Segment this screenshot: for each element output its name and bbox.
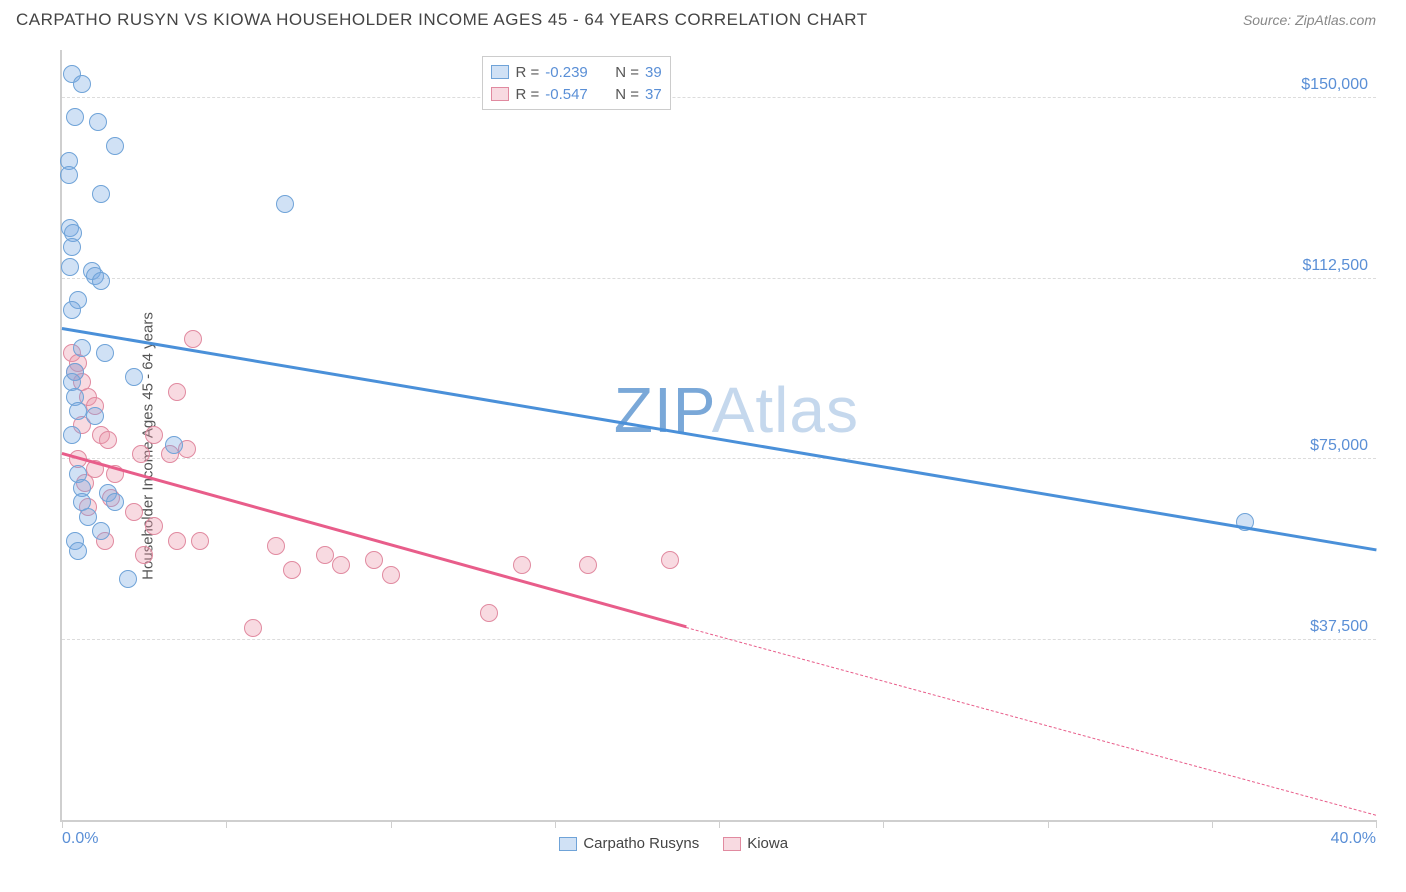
data-point-series1 (89, 113, 107, 131)
data-point-series1 (106, 493, 124, 511)
x-tick (555, 820, 556, 828)
x-tick (1212, 820, 1213, 828)
data-point-series2 (480, 604, 498, 622)
chart-title: CARPATHO RUSYN VS KIOWA HOUSEHOLDER INCO… (16, 10, 868, 30)
data-point-series1 (79, 508, 97, 526)
data-point-series1 (73, 75, 91, 93)
data-point-series1 (96, 344, 114, 362)
gridline (62, 97, 1376, 98)
data-point-series1 (86, 407, 104, 425)
y-tick-label: $37,500 (1310, 618, 1368, 636)
y-tick-label: $75,000 (1310, 437, 1368, 455)
x-end-label: 40.0% (1331, 830, 1376, 848)
r-value: -0.239 (545, 64, 601, 81)
data-point-series1 (165, 436, 183, 454)
r-value: -0.547 (545, 86, 601, 103)
data-point-series2 (513, 556, 531, 574)
data-point-series2 (661, 551, 679, 569)
data-point-series2 (145, 426, 163, 444)
data-point-series2 (168, 532, 186, 550)
chart-area: ZIPAtlas $37,500$75,000$112,500$150,0000… (60, 50, 1376, 822)
r-label: R = (515, 86, 539, 103)
x-tick (719, 820, 720, 828)
watermark-suffix: Atlas (712, 374, 859, 446)
x-tick (62, 820, 63, 828)
source-attribution: Source: ZipAtlas.com (1243, 12, 1376, 28)
data-point-series2 (125, 503, 143, 521)
data-point-series2 (365, 551, 383, 569)
data-point-series1 (69, 542, 87, 560)
swatch-icon (491, 65, 509, 79)
gridline (62, 458, 1376, 459)
data-point-series1 (276, 195, 294, 213)
data-point-series1 (92, 522, 110, 540)
data-point-series1 (63, 238, 81, 256)
trendline-series1 (62, 327, 1376, 551)
r-label: R = (515, 64, 539, 81)
data-point-series1 (92, 185, 110, 203)
x-tick (391, 820, 392, 828)
plot-region: ZIPAtlas $37,500$75,000$112,500$150,0000… (60, 50, 1376, 822)
trendline-series2 (62, 452, 687, 628)
data-point-series1 (66, 108, 84, 126)
data-point-series1 (60, 166, 78, 184)
x-start-label: 0.0% (62, 830, 98, 848)
x-tick (1048, 820, 1049, 828)
data-point-series2 (135, 546, 153, 564)
swatch-series2-icon (723, 837, 741, 851)
watermark: ZIPAtlas (614, 373, 859, 447)
data-point-series2 (99, 431, 117, 449)
gridline (62, 278, 1376, 279)
data-point-series1 (63, 301, 81, 319)
x-tick (226, 820, 227, 828)
data-point-series1 (106, 137, 124, 155)
data-point-series2 (191, 532, 209, 550)
legend-item-series1: Carpatho Rusyns (559, 835, 699, 852)
data-point-series1 (63, 426, 81, 444)
data-point-series2 (132, 445, 150, 463)
data-point-series1 (125, 368, 143, 386)
data-point-series2 (168, 383, 186, 401)
trendline-series2-extrapolated (686, 627, 1376, 816)
data-point-series2 (579, 556, 597, 574)
data-point-series1 (92, 272, 110, 290)
data-point-series1 (119, 570, 137, 588)
data-point-series2 (184, 330, 202, 348)
data-point-series2 (145, 517, 163, 535)
swatch-icon (491, 87, 509, 101)
legend-stats-box: R = -0.239 N = 39 R = -0.547 N = 37 (482, 56, 670, 110)
n-value: 39 (645, 64, 662, 81)
data-point-series2 (267, 537, 285, 555)
legend-label-series2: Kiowa (747, 835, 788, 852)
data-point-series2 (382, 566, 400, 584)
x-tick (1376, 820, 1377, 828)
data-point-series1 (73, 339, 91, 357)
data-point-series2 (244, 619, 262, 637)
data-point-series1 (61, 258, 79, 276)
y-tick-label: $112,500 (1302, 257, 1368, 275)
x-tick (883, 820, 884, 828)
n-value: 37 (645, 86, 662, 103)
data-point-series2 (283, 561, 301, 579)
gridline (62, 639, 1376, 640)
n-label: N = (615, 86, 639, 103)
legend-label-series1: Carpatho Rusyns (583, 835, 699, 852)
legend-bottom: Carpatho Rusyns Kiowa (559, 835, 788, 852)
data-point-series2 (332, 556, 350, 574)
data-point-series1 (69, 402, 87, 420)
data-point-series2 (316, 546, 334, 564)
legend-item-series2: Kiowa (723, 835, 788, 852)
swatch-series1-icon (559, 837, 577, 851)
n-label: N = (615, 64, 639, 81)
y-tick-label: $150,000 (1301, 76, 1368, 94)
